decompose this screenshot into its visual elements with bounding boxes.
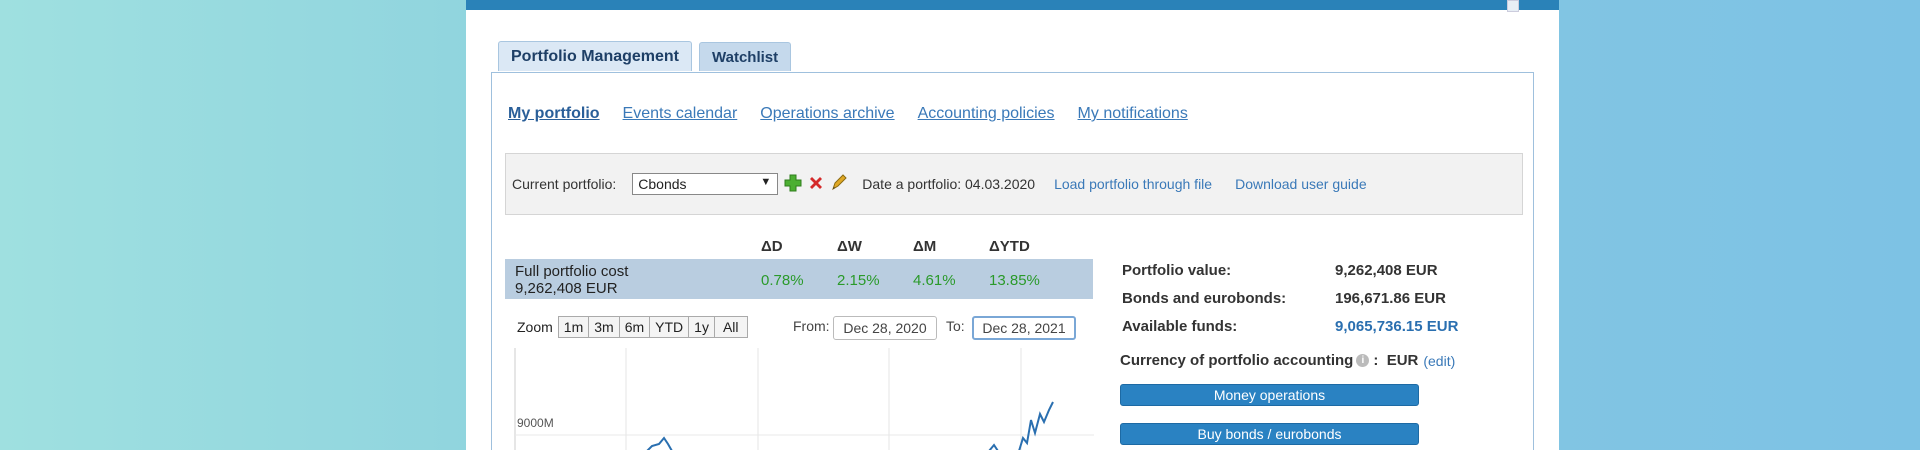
edit-currency-link[interactable]: (edit) [1423, 352, 1456, 369]
zoom-1m-button[interactable]: 1m [558, 317, 590, 337]
full-cost-label: Full portfolio cost 9,262,408 EUR [515, 263, 628, 297]
money-operations-button[interactable]: Money operations [1120, 384, 1419, 406]
sub-navigation: My portfolio Events calendar Operations … [508, 105, 1188, 123]
subnav-events-calendar[interactable]: Events calendar [622, 105, 738, 122]
currency-label: Currency of portfolio accounting [1120, 352, 1354, 369]
tab-portfolio-management[interactable]: Portfolio Management [498, 41, 693, 71]
add-portfolio-icon[interactable] [784, 174, 802, 195]
subnav-accounting-policies[interactable]: Accounting policies [917, 105, 1055, 122]
portfolio-select-value: Cbonds [638, 176, 687, 192]
delta-ytd-header: ΔYTD [989, 238, 1030, 255]
zoom-label: Zoom [517, 319, 553, 335]
portfolio-select[interactable]: Cbonds ▼ [632, 173, 779, 195]
currency-row: Currency of portfolio accounting i : EUR… [1120, 352, 1455, 369]
load-portfolio-link[interactable]: Load portfolio through file [1054, 176, 1213, 192]
portfolio-chart: 9000M [514, 348, 1094, 450]
full-cost-row: Full portfolio cost 9,262,408 EUR 0.78% … [505, 259, 1093, 299]
main-panel: Portfolio Management Watchlist My portfo… [466, 0, 1559, 450]
download-guide-link[interactable]: Download user guide [1235, 176, 1367, 192]
full-cost-title: Full portfolio cost [515, 263, 629, 280]
bonds-label: Bonds and eurobonds: [1122, 290, 1287, 307]
zoom-buttons: 1m 3m 6m YTD 1y All [557, 316, 748, 338]
y-tick-label-9000m: 9000M [517, 416, 554, 430]
series-line-right [988, 401, 1054, 450]
full-cost-amount: 9,262,408 EUR [515, 280, 618, 297]
subnav-my-portfolio[interactable]: My portfolio [508, 105, 600, 122]
tab-watchlist[interactable]: Watchlist [699, 42, 792, 71]
zoom-ytd-button[interactable]: YTD [650, 317, 690, 337]
funds-value[interactable]: 9,065,736.15 EUR [1335, 318, 1459, 335]
info-icon[interactable]: i [1356, 354, 1370, 367]
buy-bonds-button[interactable]: Buy bonds / eurobonds [1120, 423, 1419, 445]
zoom-1y-button[interactable]: 1y [689, 317, 715, 337]
from-date-input[interactable]: Dec 28, 2020 [833, 316, 937, 340]
corner-handle[interactable] [1507, 0, 1519, 12]
top-bar [466, 0, 1559, 10]
delta-day-value: 0.78% [761, 272, 804, 289]
delete-portfolio-icon[interactable] [808, 175, 824, 194]
portfolio-value-label: Portfolio value: [1122, 262, 1232, 279]
zoom-3m-button[interactable]: 3m [589, 317, 620, 337]
delta-ytd-value: 13.85% [989, 272, 1040, 289]
delta-month-value: 4.61% [913, 272, 956, 289]
series-line-left [646, 436, 673, 450]
to-label: To: [946, 318, 965, 334]
currency-value: EUR [1386, 352, 1419, 369]
subnav-operations-archive[interactable]: Operations archive [760, 105, 895, 122]
funds-label: Available funds: [1122, 318, 1238, 335]
delta-month-header: ΔM [913, 238, 937, 255]
zoom-controls: Zoom 1m 3m 6m YTD 1y All [517, 316, 748, 338]
bonds-value: 196,671.86 EUR [1335, 290, 1446, 307]
currency-colon: : [1373, 352, 1387, 369]
zoom-6m-button[interactable]: 6m [619, 317, 651, 337]
portfolio-value: 9,262,408 EUR [1335, 262, 1438, 279]
dropdown-arrow-icon: ▼ [760, 176, 772, 188]
edit-portfolio-icon[interactable] [830, 173, 848, 195]
portfolio-date: Date a portfolio: 04.03.2020 [862, 176, 1036, 192]
tab-content: My portfolio Events calendar Operations … [491, 72, 1534, 450]
delta-day-header: ΔD [761, 238, 783, 255]
delta-week-value: 2.15% [837, 272, 880, 289]
tab-bar: Portfolio Management Watchlist [498, 41, 792, 71]
delta-week-header: ΔW [837, 238, 862, 255]
current-portfolio-label: Current portfolio: [512, 176, 617, 192]
subnav-my-notifications[interactable]: My notifications [1077, 105, 1188, 122]
zoom-all-button[interactable]: All [714, 317, 747, 337]
portfolio-toolbar: Current portfolio: Cbonds ▼ Date a portf… [505, 153, 1523, 215]
to-date-input[interactable]: Dec 28, 2021 [972, 316, 1076, 340]
from-label: From: [793, 318, 830, 334]
